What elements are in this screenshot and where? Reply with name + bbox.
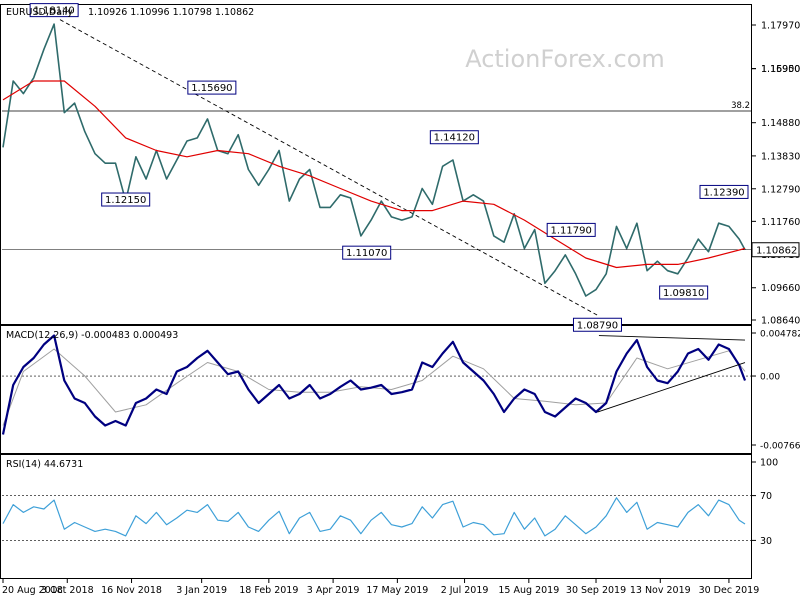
macd-line: [1, 334, 747, 435]
x-axis-tick-label: 3 Apr 2019: [307, 585, 360, 596]
rsi-y-tick-label: 100: [760, 458, 778, 469]
x-axis-tick-label: 13 Nov 2019: [630, 585, 691, 596]
price-annotation-label: 1.11790: [551, 225, 592, 236]
price-annotation-box: [187, 80, 237, 95]
price-annotation-box: [101, 192, 151, 207]
x-axis-tick-label: 2 Jul 2019: [441, 585, 489, 596]
price-panel-frame: [0, 4, 752, 325]
price-annotation-label: 1.14120: [434, 133, 475, 144]
x-axis-tick-label: 30 Sep 2019: [566, 585, 626, 596]
rsi-panel-frame: [0, 454, 752, 579]
price-annotation-box: [429, 130, 479, 145]
macd-y-tick-label: 0.004782: [760, 330, 800, 340]
price-y-tick-label: 1.09660: [761, 283, 800, 294]
price-annotation-box: [29, 3, 79, 18]
price-trendline: [59, 19, 598, 316]
x-axis-tick-label: 16 Nov 2018: [101, 585, 162, 596]
price-y-tick-label: 1.16950: [761, 64, 800, 75]
price-annotation-label: 1.09810: [663, 288, 704, 299]
x-axis-tick-label: 3 Jan 2019: [176, 585, 227, 596]
price-annotation-box: [572, 317, 622, 332]
price-y-tick-label: 1.15900: [761, 64, 800, 75]
rsi-line: [2, 497, 746, 537]
x-axis-tick-label: 30 Dec 2019: [699, 585, 760, 596]
macd-title: MACD(12,26,9) -0.000483 0.000493: [6, 330, 178, 341]
price-title: EURUSD,Daily: [6, 7, 73, 18]
x-axis-tick-label: 20 Aug 2018: [2, 585, 63, 596]
macd-panel-frame: [0, 325, 752, 454]
moving-average-line: [2, 80, 746, 269]
price-annotation-box: [699, 184, 749, 199]
price-y-tick-label: 1.17970: [761, 21, 800, 32]
price-ohlc-text: 1.10926 1.10996 1.10798 1.10862: [88, 7, 254, 18]
price-annotation-label: 1.15690: [191, 83, 232, 94]
current-price-box: [751, 242, 800, 258]
macd-trendline: [597, 362, 746, 413]
macd-signal-line: [2, 348, 746, 426]
rsi-y-tick-label: 70: [760, 491, 772, 502]
price-y-tick-label: 1.14880: [761, 118, 800, 129]
rsi-title: RSI(14) 44.6731: [6, 459, 83, 470]
price-y-tick-label: 1.08640: [761, 316, 800, 327]
price-annotation-label: 1.12390: [703, 187, 744, 198]
price-y-tick-label: 1.12790: [761, 184, 800, 195]
x-axis-tick-label: 15 Aug 2019: [498, 585, 559, 596]
price-annotation-label: 1.18140: [33, 6, 74, 17]
price-y-tick-label: 1.13830: [761, 151, 800, 162]
price-annotation-label: 1.08790: [577, 320, 618, 331]
macd-trendline: [598, 335, 746, 341]
fib-level-label: 38.2: [731, 101, 750, 111]
price-annotation-label: 1.12150: [105, 195, 146, 206]
x-axis-tick-label: 3 Oct 2018: [41, 585, 94, 596]
price-y-tick-label: 1.11760: [761, 217, 800, 228]
price-annotation-box: [342, 245, 392, 260]
x-axis-tick-label: 18 Feb 2019: [239, 585, 298, 596]
x-axis-tick-label: 17 May 2019: [366, 585, 428, 596]
current-price-label: 1.10862: [756, 246, 797, 257]
price-annotation-box: [659, 285, 709, 300]
price-annotation-label: 1.11070: [346, 248, 387, 259]
macd-y-tick-label: -0.007666: [760, 442, 800, 452]
watermark-text: ActionForex.com: [465, 45, 665, 73]
macd-y-tick-label: 0.00: [760, 373, 780, 383]
rsi-y-tick-label: 30: [760, 536, 772, 547]
price-annotation-box: [546, 222, 596, 237]
